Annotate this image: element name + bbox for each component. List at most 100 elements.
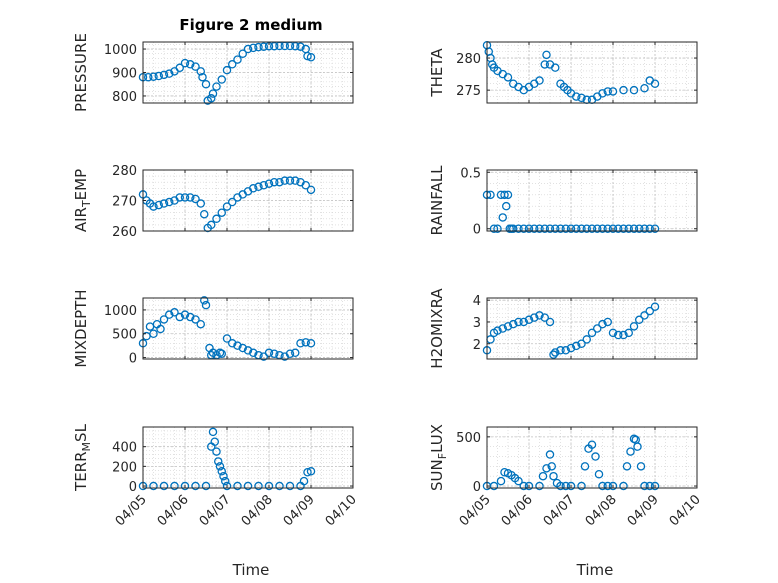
data-point (217, 467, 226, 476)
panel-theta: 275 280 THETA (428, 40, 698, 105)
axes-box (142, 426, 354, 489)
data-point (269, 41, 279, 51)
data-point (243, 346, 253, 355)
series-points (138, 296, 316, 361)
data-point (566, 224, 576, 233)
data-point (489, 481, 499, 491)
data-point (149, 202, 158, 211)
data-point (582, 224, 592, 233)
data-point (633, 442, 642, 451)
data-point (551, 224, 560, 233)
y-axis-label: AIRTEMP (72, 169, 93, 232)
data-point (285, 176, 295, 185)
data-point (301, 338, 310, 347)
data-point (201, 300, 211, 310)
data-point (227, 60, 237, 69)
data-point (191, 481, 200, 491)
data-point (238, 343, 247, 353)
data-point (185, 193, 195, 202)
data-point (290, 41, 300, 51)
axes-box (486, 41, 698, 104)
data-point (206, 94, 216, 103)
data-point (535, 76, 544, 85)
y-tick-label: 0 (473, 480, 481, 495)
data-point (519, 317, 529, 327)
data-point (149, 329, 158, 338)
axes-box (486, 297, 698, 360)
data-point (614, 330, 623, 340)
data-point (566, 481, 576, 491)
data-point (503, 322, 513, 331)
data-point (191, 194, 200, 204)
data-point (198, 72, 207, 82)
data-point (514, 476, 523, 486)
y-tick-label: 280 (112, 164, 137, 179)
data-point (212, 214, 221, 224)
data-point (201, 481, 211, 491)
data-point (593, 224, 602, 233)
panel-air: 260 270 280 AIRTEMP (72, 164, 354, 240)
data-point (650, 302, 660, 311)
data-point (587, 224, 597, 233)
panel-h2omixra: 2 3 4 H2OMIXRA (428, 288, 698, 369)
data-point (306, 339, 316, 348)
data-point (254, 42, 263, 52)
data-point (500, 468, 509, 477)
data-point (577, 339, 586, 348)
data-point (306, 467, 316, 476)
data-point (222, 481, 232, 491)
panel-rainfall: 0 0.5 RAINFALL (428, 165, 698, 238)
data-point (159, 70, 169, 80)
data-point (603, 87, 613, 96)
data-point (503, 190, 513, 200)
data-point (196, 319, 205, 329)
data-point (598, 319, 607, 329)
data-point (227, 197, 237, 207)
data-point (640, 224, 649, 233)
data-point (213, 457, 223, 466)
data-point (275, 177, 284, 187)
data-point (645, 481, 655, 491)
data-point (545, 224, 555, 233)
data-point (645, 306, 655, 316)
data-point (269, 349, 279, 359)
y-axis-label-tail: LUX (428, 424, 446, 453)
data-point (154, 71, 163, 81)
data-point (524, 315, 534, 325)
data-point (264, 179, 274, 188)
data-point (530, 313, 539, 322)
data-point (535, 311, 544, 320)
data-point (545, 450, 555, 459)
data-point (514, 317, 523, 327)
data-point (299, 476, 309, 486)
data-point (619, 481, 628, 491)
data-point (199, 209, 209, 219)
data-point (608, 224, 618, 233)
y-axis-label: SUNFLUX (428, 424, 449, 491)
y-tick-label: 400 (112, 441, 137, 456)
axes-box (486, 426, 698, 489)
data-point (222, 65, 232, 75)
data-point (290, 176, 300, 185)
data-point (208, 427, 218, 437)
data-point (587, 328, 597, 338)
y-axis-label-main: AIR (72, 207, 90, 232)
y-axis-label: MIXDEPTH (72, 289, 90, 367)
y-tick-label: 275 (456, 84, 481, 99)
data-point (591, 452, 600, 461)
y-axis-label-main: MIXDEPTH (72, 289, 90, 367)
data-point (545, 317, 555, 327)
y-tick-label: 0 (473, 223, 481, 238)
data-point (180, 58, 190, 68)
y-axis-label-main: PRESSURE (72, 33, 90, 112)
data-point (208, 89, 218, 98)
data-point (540, 60, 550, 69)
y-axis-label-tail: EMP (72, 169, 90, 200)
series-points (138, 427, 316, 491)
data-point (640, 481, 649, 491)
data-point (227, 339, 237, 348)
data-point (640, 311, 649, 320)
data-point (593, 324, 602, 333)
data-point (170, 481, 179, 491)
data-point (629, 322, 639, 331)
